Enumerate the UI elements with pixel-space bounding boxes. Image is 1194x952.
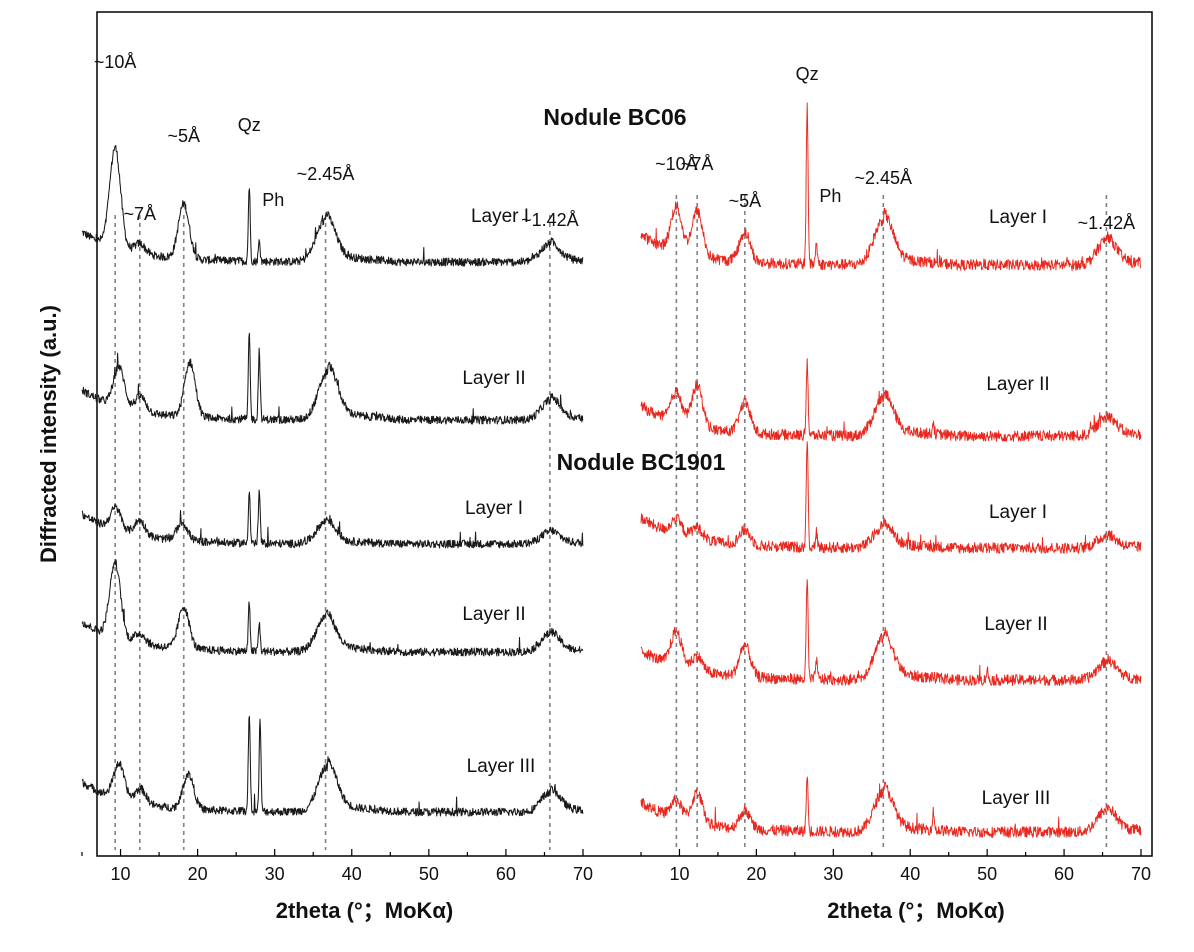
peak-label-left-3: Qz	[238, 115, 261, 135]
peak-label-left-4: Ph	[262, 190, 284, 210]
peak-label-right-5: ~2.45Å	[855, 168, 913, 188]
reference-lines	[114, 195, 1108, 850]
x-tick-label-left-70: 70	[573, 864, 593, 884]
title-nodule-bc1901: Nodule BC1901	[557, 449, 726, 475]
series-label-right-1: Layer II	[986, 374, 1049, 395]
x-tick-label-left-50: 50	[419, 864, 439, 884]
peak-label-left-6: ~1.42Å	[521, 210, 579, 230]
peak-label-right-4: Ph	[819, 186, 841, 206]
x-tick-label-left-60: 60	[496, 864, 516, 884]
series-label-left-0: Layer I	[471, 206, 529, 227]
trace-right-0	[640, 102, 1142, 271]
peak-label-left-0: ~10Å	[94, 52, 137, 72]
peak-label-right-6: ~1.42Å	[1078, 213, 1136, 233]
plot-frame	[96, 11, 1153, 857]
x-tick-label-right-30: 30	[823, 864, 843, 884]
peak-label-right-2: ~5Å	[729, 191, 762, 211]
series-label-left-1: Layer II	[462, 368, 525, 389]
trace-left-0	[81, 145, 584, 267]
x-tick-label-left-40: 40	[342, 864, 362, 884]
series-label-right-2: Layer I	[989, 502, 1047, 523]
peak-label-left-5: ~2.45Å	[297, 164, 355, 184]
annotations: Layer I Layer II Layer I Layer II Layer III ~…	[94, 52, 1135, 809]
x-axis-label-left: 2theta (°；MoKα)	[276, 898, 454, 923]
trace-right-1	[640, 358, 1142, 442]
title-nodule-bc06: Nodule BC06	[543, 104, 686, 130]
diffraction-traces	[81, 102, 1142, 838]
peak-label-right-0: ~10Å	[655, 154, 698, 174]
x-tick-label-right-20: 20	[746, 864, 766, 884]
series-label-right-4: Layer III	[982, 788, 1051, 809]
y-axis-label: Diffracted intensity (a.u.)	[36, 305, 61, 563]
series-label-left-4: Layer III	[467, 756, 536, 777]
series-label-left-2: Layer I	[465, 498, 523, 519]
trace-left-4	[81, 715, 584, 817]
trace-right-2	[640, 441, 1142, 554]
x-tick-label-right-70: 70	[1131, 864, 1151, 884]
trace-left-3	[81, 559, 584, 657]
peak-label-right-1: ~7Å	[681, 154, 714, 174]
x-tick-label-right-60: 60	[1054, 864, 1074, 884]
trace-left-2	[81, 489, 584, 549]
series-label-left-3: Layer II	[462, 604, 525, 625]
x-tick-label-right-40: 40	[900, 864, 920, 884]
peak-label-right-3: Qz	[796, 64, 819, 84]
trace-left-1	[81, 332, 584, 425]
trace-right-3	[640, 579, 1142, 686]
peak-label-left-1: ~7Å	[124, 204, 157, 224]
series-label-right-0: Layer I	[989, 207, 1047, 228]
x-tick-label-left-10: 10	[111, 864, 131, 884]
x-tick-label-left-30: 30	[265, 864, 285, 884]
x-tick-label-right-50: 50	[977, 864, 997, 884]
trace-right-4	[640, 776, 1142, 838]
peak-label-left-2: ~5Å	[167, 126, 200, 146]
x-axis-label-right: 2theta (°；MoKα)	[827, 898, 1005, 923]
x-axes: 10 20 30 40 50 60 70 2theta (°；MoKα) 10 20 30 40 50 6…	[81, 849, 1151, 923]
x-tick-label-right-10: 10	[669, 864, 689, 884]
series-label-right-3: Layer II	[984, 614, 1047, 635]
x-tick-label-left-20: 20	[188, 864, 208, 884]
